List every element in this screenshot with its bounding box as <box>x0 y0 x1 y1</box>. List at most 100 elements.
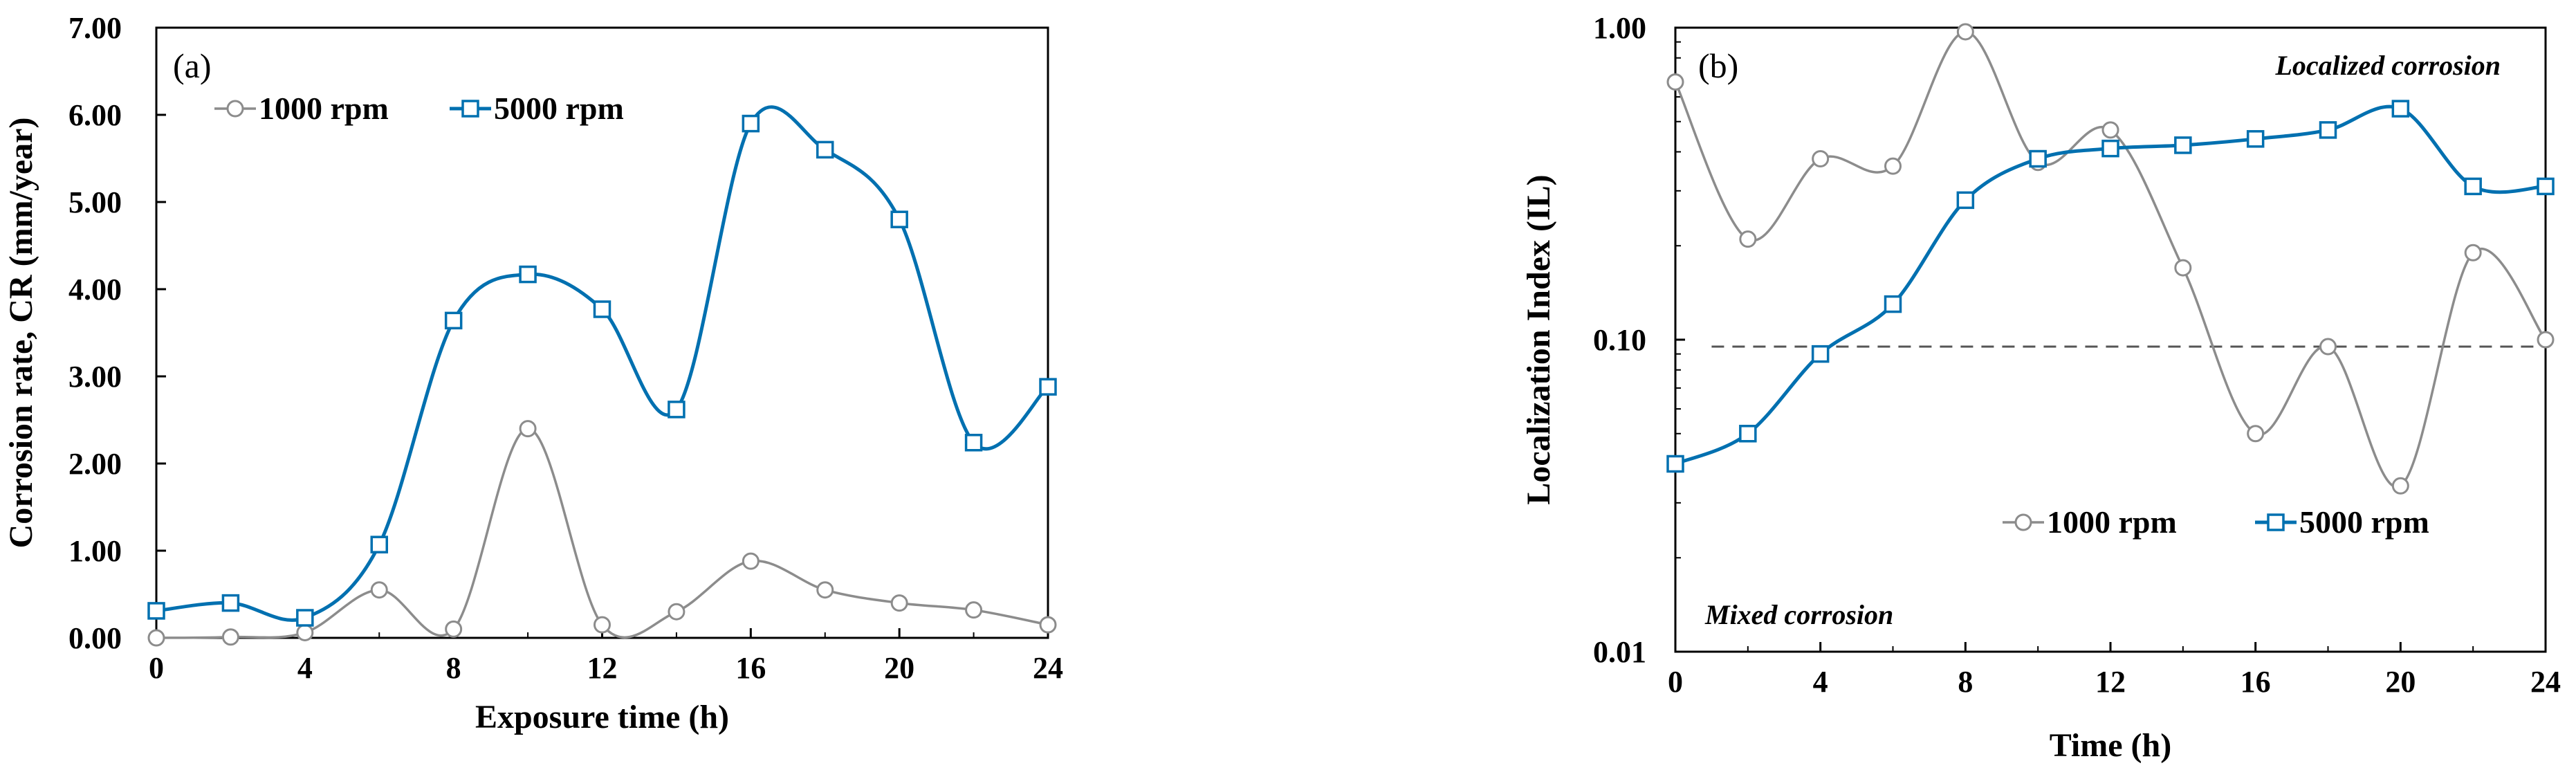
y-tick-label: 1.00 <box>68 534 122 568</box>
x-axis-label: Time (h) <box>2050 727 2171 764</box>
x-tick-label: 0 <box>1668 665 1683 699</box>
data-point <box>2246 130 2265 148</box>
data-point <box>593 300 611 318</box>
legend-marker <box>2014 513 2032 531</box>
x-tick-label: 20 <box>884 651 914 685</box>
x-tick-label: 4 <box>297 651 313 685</box>
x-tick-label: 16 <box>2241 665 2271 699</box>
data-point <box>1739 230 1757 248</box>
data-point <box>964 434 983 452</box>
data-point <box>445 620 463 638</box>
panel-label: (b) <box>1698 46 1738 85</box>
data-point <box>1666 73 1684 91</box>
y-axis-label: Corrosion rate, CR (mm/year) <box>3 118 39 549</box>
data-point <box>668 401 686 419</box>
legend-marker <box>2267 513 2285 531</box>
data-point <box>147 602 165 620</box>
data-point <box>2174 136 2192 154</box>
legend-label: 1000 rpm <box>259 91 389 126</box>
legend-marker <box>461 100 479 118</box>
series-line <box>1675 104 2546 466</box>
panel-label: (a) <box>173 46 212 85</box>
data-point <box>1739 425 1757 443</box>
y-tick-label: 6.00 <box>68 98 122 132</box>
data-point <box>2391 100 2410 118</box>
data-point <box>965 601 983 619</box>
legend-label: 5000 rpm <box>494 91 624 126</box>
y-tick-label: 2.00 <box>68 447 122 481</box>
data-point <box>519 420 537 438</box>
data-point <box>594 616 611 634</box>
y-tick-label: 1.00 <box>1593 11 1646 45</box>
data-point <box>221 628 239 646</box>
data-point <box>2464 244 2482 262</box>
x-tick-label: 8 <box>1958 665 1973 699</box>
data-point <box>221 594 240 612</box>
x-tick-label: 20 <box>2385 665 2416 699</box>
annotation: Mixed corrosion <box>1704 599 1893 630</box>
y-tick-label: 0.01 <box>1593 635 1646 669</box>
legend-label: 5000 rpm <box>2299 504 2429 540</box>
data-point <box>890 210 908 228</box>
data-point <box>2101 139 2119 158</box>
data-point <box>2537 177 2555 196</box>
data-point <box>2391 477 2409 495</box>
data-point <box>890 594 908 612</box>
data-point <box>2319 121 2337 139</box>
x-tick-label: 12 <box>2095 665 2126 699</box>
y-tick-label: 4.00 <box>68 273 122 306</box>
x-tick-label: 12 <box>587 651 618 685</box>
data-point <box>1884 295 1902 313</box>
x-tick-label: 24 <box>1033 651 1063 685</box>
y-tick-label: 0.10 <box>1593 323 1646 357</box>
y-tick-label: 3.00 <box>68 360 122 394</box>
data-point <box>2464 177 2482 196</box>
x-tick-label: 24 <box>2530 665 2561 699</box>
legend-label: 1000 rpm <box>2047 504 2177 540</box>
series-line <box>156 105 1049 622</box>
data-point <box>2174 259 2192 277</box>
data-point <box>816 581 834 599</box>
y-tick-label: 5.00 <box>68 185 122 219</box>
data-point <box>742 114 760 133</box>
data-point <box>1666 455 1684 473</box>
data-point <box>2319 338 2337 356</box>
data-point <box>1956 23 1974 41</box>
data-point <box>742 552 760 570</box>
data-point <box>2537 331 2555 349</box>
data-point <box>296 609 314 627</box>
y-tick-label: 0.00 <box>68 621 122 655</box>
data-point <box>2247 425 2265 443</box>
series-1: 5000 rpm <box>1666 100 2555 540</box>
data-point <box>1884 157 1902 175</box>
y-tick-label: 7.00 <box>68 11 122 45</box>
data-point <box>1039 616 1057 634</box>
annotation: Localized corrosion <box>2274 50 2501 81</box>
data-point <box>296 623 314 641</box>
x-tick-label: 0 <box>149 651 164 685</box>
data-point <box>668 603 686 621</box>
x-tick-label: 8 <box>446 651 461 685</box>
data-point <box>147 629 165 647</box>
data-point <box>370 581 388 599</box>
legend-marker <box>226 100 244 118</box>
chart-panel-0: 0 4 8 12 16 20 24 0.00 1.00 2.00 3.00 4.00 5.00 6.00 7… <box>3 11 1063 735</box>
data-point <box>1812 150 1830 168</box>
chart-panel-1: 0 4 8 12 16 20 24 0.01 0.10 1.00 Time (h) Localizat… <box>1520 11 2561 764</box>
data-point <box>816 140 834 159</box>
series-line <box>1674 30 2547 488</box>
series-line <box>156 427 1049 639</box>
data-point <box>1039 378 1057 396</box>
series-0: 1000 rpm <box>1666 23 2555 540</box>
x-tick-label: 16 <box>735 651 766 685</box>
data-point <box>1811 345 1830 363</box>
x-tick-label: 4 <box>1813 665 1828 699</box>
series-1: 5000 rpm <box>147 91 1057 627</box>
data-point <box>519 265 537 284</box>
data-point <box>2101 121 2119 139</box>
x-axis-label: Exposure time (h) <box>475 699 729 735</box>
series-0: 1000 rpm <box>147 91 1057 647</box>
data-point <box>370 535 388 553</box>
y-axis-label: Localization Index (IL) <box>1520 174 1557 504</box>
